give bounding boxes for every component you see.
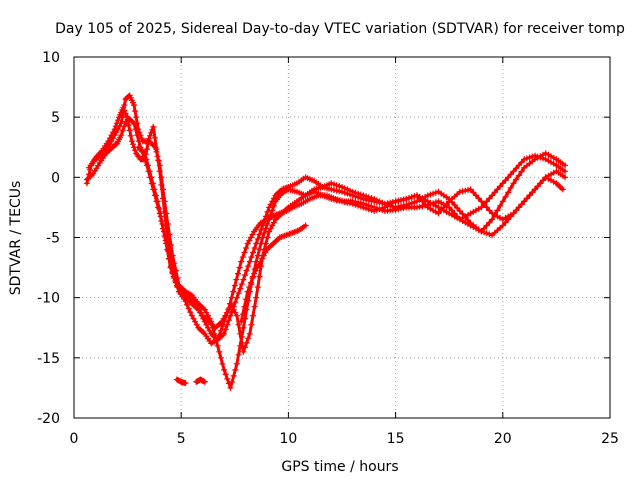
series-pass-2 [86,92,568,391]
y-tick-label: -10 [37,291,60,307]
y-tick-label: 10 [42,50,60,66]
series-markers [86,92,568,391]
y-axis-label: SDTVAR / TECUs [8,181,24,296]
series-markers [193,376,208,385]
chart-title: Day 105 of 2025, Sidereal Day-to-day VTE… [55,21,625,37]
y-tick-label: -20 [37,411,60,427]
y-tick-label: 5 [51,110,60,126]
series-markers [135,144,566,331]
y-tick-label: 0 [51,170,60,186]
series-line [85,106,567,342]
x-tick-label: 20 [494,431,512,447]
series-pass-1 [83,104,568,343]
grid-layer [74,57,610,418]
x-tick-label: 10 [279,431,297,447]
series-markers [238,222,309,325]
series-pass-7 [193,376,208,385]
x-tick-label: 0 [70,431,79,447]
series-markers [173,376,189,387]
x-axis-label: GPS time / hours [281,459,398,475]
series-pass-6 [173,376,189,387]
x-tick-label: 15 [387,431,405,447]
series-line [87,94,567,390]
tick-layer: 0 5 10 15 20 25 -20 -15 -10 -5 0 5 10 [37,50,619,447]
series-layer [83,92,568,391]
x-tick-label: 25 [601,431,619,447]
y-tick-label: -5 [46,231,60,247]
y-tick-label: -15 [37,351,60,367]
series-pass-4 [135,144,566,331]
series-pass-5 [238,222,309,325]
x-tick-label: 5 [177,431,186,447]
